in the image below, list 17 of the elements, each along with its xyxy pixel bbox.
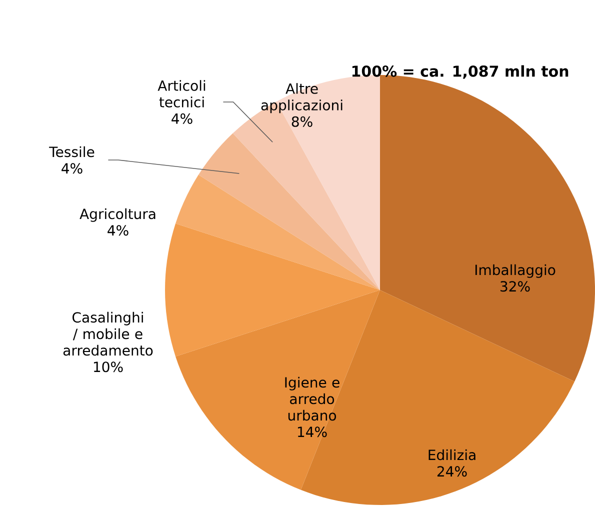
- chart-title: 100% = ca. 1,087 mln ton: [352, 65, 568, 79]
- data-label: 24%: [437, 466, 467, 477]
- slice-label: Igiene e arredo urbano: [285, 376, 340, 421]
- slice-label: Tessile: [49, 146, 94, 158]
- slice-label: Imballaggio: [475, 264, 556, 278]
- slice-label: Casalinghi / mobile e arredamento: [63, 312, 153, 356]
- data-label: 10%: [94, 362, 123, 372]
- slice-label: Altre applicazioni: [261, 83, 342, 114]
- slice-label: Articoli tecnici: [158, 80, 206, 108]
- slice-label: Edilizia: [428, 449, 476, 460]
- slice-label: Agricoltura: [80, 208, 156, 222]
- data-label: 8%: [292, 116, 312, 127]
- data-label: 4%: [172, 113, 192, 124]
- data-label: 32%: [500, 281, 530, 292]
- data-label: 14%: [298, 426, 327, 438]
- data-label: 4%: [108, 225, 128, 236]
- data-label: 4%: [62, 163, 82, 174]
